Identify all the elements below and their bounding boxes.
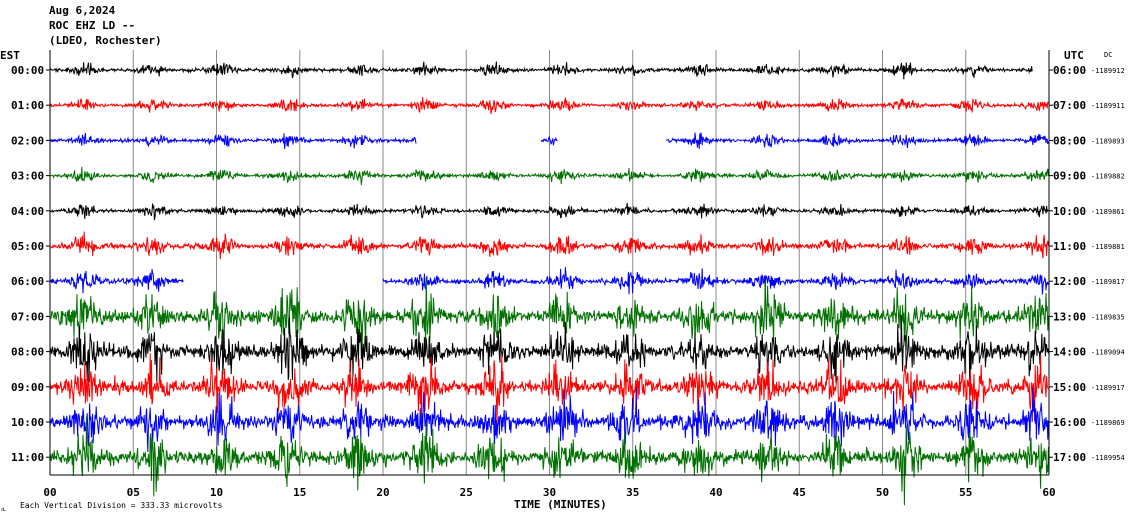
- utc-hour-label: 17:00: [1053, 451, 1086, 464]
- est-hour-label: 03:00: [11, 170, 44, 183]
- est-hour-label: 06:00: [11, 275, 44, 288]
- utc-hour-label: 14:00: [1053, 346, 1086, 359]
- est-axis-label: EST: [0, 49, 20, 62]
- trace-0500: [49, 231, 1049, 260]
- trace-0800: [49, 315, 1049, 395]
- utc-axis-label: UTC: [1064, 49, 1084, 62]
- network-name: (LDEO, Rochester): [49, 34, 162, 47]
- chart-axes: [46, 50, 1053, 476]
- trace-0700: [49, 277, 1049, 357]
- chart-date: Aug 6,2024: [49, 4, 116, 17]
- station-code: ROC EHZ LD --: [49, 19, 136, 32]
- est-hour-label: 11:00: [11, 451, 44, 464]
- corner-mark: ᴊʟ: [1, 506, 6, 513]
- dc-offset-label: -1189882: [1091, 173, 1125, 181]
- est-hour-label: 02:00: [11, 134, 44, 147]
- x-tick-label: 45: [793, 486, 806, 499]
- dc-column-label: DC: [1104, 51, 1112, 59]
- dc-offset-label: -1189954: [1091, 454, 1125, 462]
- utc-hour-label: 11:00: [1053, 240, 1086, 253]
- est-hour-label: 08:00: [11, 346, 44, 359]
- x-axis-label: TIME (MINUTES): [514, 498, 607, 511]
- trace-0000: [49, 61, 1033, 80]
- dc-offset-label: -1189835: [1091, 313, 1125, 321]
- x-tick-label: 35: [626, 486, 639, 499]
- dc-offset-label: -1189893: [1091, 137, 1125, 145]
- x-tick-label: 30: [543, 486, 556, 499]
- trace-0400: [49, 202, 1049, 221]
- utc-hour-label: 10:00: [1053, 205, 1086, 218]
- x-tick-label: 60: [1042, 486, 1055, 499]
- x-tick-label: 00: [43, 486, 56, 499]
- trace-0600: [49, 267, 1049, 295]
- trace-0100: [49, 96, 1049, 115]
- utc-hour-label: 13:00: [1053, 310, 1086, 323]
- est-hour-label: 00:00: [11, 64, 44, 77]
- x-tick-label: 10: [210, 486, 223, 499]
- trace-1000: [49, 387, 1049, 453]
- dc-offset-label: -1189881: [1091, 243, 1125, 251]
- x-tick-label: 15: [293, 486, 306, 499]
- dc-offset-label: -1189911: [1091, 102, 1125, 110]
- trace-0900: [49, 353, 1049, 430]
- x-tick-label: 05: [127, 486, 140, 499]
- est-hour-label: 01:00: [11, 99, 44, 112]
- utc-hour-label: 16:00: [1053, 416, 1086, 429]
- utc-hour-label: 12:00: [1053, 275, 1086, 288]
- x-tick-label: 55: [959, 486, 972, 499]
- utc-hour-label: 09:00: [1053, 170, 1086, 183]
- chart-labels: 00:00 06:00 -1189912 01:00 07:00 -1189911 02:0…: [0, 49, 1125, 513]
- utc-hour-label: 07:00: [1053, 99, 1086, 112]
- est-hour-label: 10:00: [11, 416, 44, 429]
- dc-offset-label: -1189912: [1091, 67, 1125, 75]
- dc-offset-label: -1189917: [1091, 384, 1125, 392]
- utc-hour-label: 06:00: [1053, 64, 1086, 77]
- utc-hour-label: 08:00: [1053, 134, 1086, 147]
- utc-hour-label: 15:00: [1053, 381, 1086, 394]
- est-hour-label: 07:00: [11, 310, 44, 323]
- dc-offset-label: -1189094: [1091, 349, 1125, 357]
- x-tick-label: 50: [876, 486, 889, 499]
- dc-offset-label: -1189861: [1091, 208, 1125, 216]
- trace-0300: [49, 166, 1049, 185]
- x-tick-label: 40: [709, 486, 722, 499]
- dc-offset-label: -1189817: [1091, 278, 1125, 286]
- seismic-traces: [49, 61, 1049, 506]
- x-tick-label: 20: [376, 486, 389, 499]
- dc-offset-label: -1189869: [1091, 419, 1125, 427]
- x-tick-label: 25: [460, 486, 473, 499]
- trace-1100: [49, 415, 1049, 506]
- est-hour-label: 05:00: [11, 240, 44, 253]
- est-hour-label: 04:00: [11, 205, 44, 218]
- trace-0200: [49, 132, 1049, 149]
- scale-note: Each Vertical Division = 333.33 microvol…: [20, 501, 222, 510]
- est-hour-label: 09:00: [11, 381, 44, 394]
